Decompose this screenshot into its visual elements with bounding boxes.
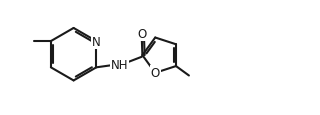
Text: NH: NH — [111, 58, 128, 71]
Text: O: O — [151, 67, 160, 80]
Text: O: O — [137, 28, 146, 41]
Text: N: N — [92, 35, 101, 48]
